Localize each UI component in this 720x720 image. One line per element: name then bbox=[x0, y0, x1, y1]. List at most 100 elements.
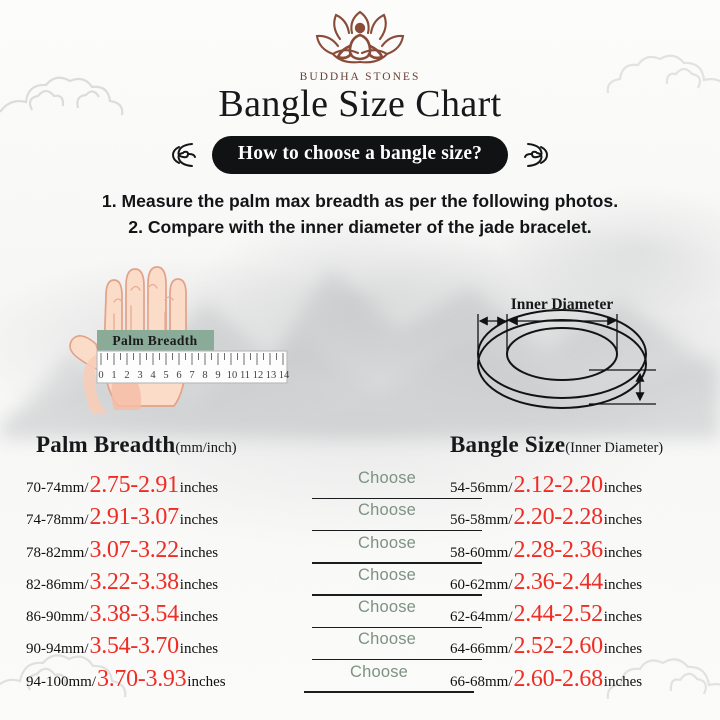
ornamental-flourish-left-icon bbox=[171, 143, 196, 167]
svg-text:13: 13 bbox=[266, 370, 277, 381]
palm-mm: 90-94mm/ bbox=[26, 641, 89, 658]
bangle-unit: inches bbox=[603, 512, 643, 529]
choose-label[interactable]: Choose bbox=[349, 662, 409, 681]
bangle-inch: 2.60-2.68 bbox=[513, 665, 604, 692]
table-row: 94-100mm/3.70-3.93 inches Choose 66-68mm/2.… bbox=[0, 662, 720, 696]
palm-unit: inches bbox=[179, 609, 219, 626]
choose-field[interactable]: Choose bbox=[304, 662, 474, 693]
choose-underline bbox=[312, 497, 482, 499]
bangle-unit: inches bbox=[603, 609, 643, 626]
bangle-mm: 56-58mm/ bbox=[450, 512, 513, 529]
palm-breadth-value: 90-94mm/3.54-3.70 inches bbox=[26, 633, 218, 660]
bangle-size-value: 58-60mm/2.28-2.36 inches bbox=[450, 537, 642, 564]
bangle-inch: 2.52-2.60 bbox=[513, 633, 604, 660]
bangle-mm: 66-68mm/ bbox=[450, 673, 513, 690]
palm-breadth-value: 82-86mm/3.22-3.38 inches bbox=[26, 569, 218, 596]
palm-mm: 78-82mm/ bbox=[26, 544, 89, 561]
svg-text:0: 0 bbox=[98, 370, 103, 381]
choose-underline bbox=[312, 594, 482, 596]
choose-label[interactable]: Choose bbox=[357, 533, 417, 552]
table-row: 90-94mm/3.54-3.70 inches Choose 64-66mm/2.5… bbox=[0, 630, 720, 663]
palm-unit: inches bbox=[179, 512, 219, 529]
palm-unit: inches bbox=[179, 544, 219, 561]
bangle-unit: inches bbox=[603, 480, 643, 496]
svg-text:9: 9 bbox=[215, 370, 220, 381]
subtitle-row: How to choose a bangle size? bbox=[0, 136, 720, 174]
palm-breadth-value: 78-82mm/3.07-3.22 inches bbox=[26, 537, 218, 564]
palm-inch: 3.07-3.22 bbox=[89, 536, 180, 563]
palm-inch: 2.91-3.07 bbox=[89, 504, 180, 531]
palm-breadth-value: 94-100mm/3.70-3.93 inches bbox=[26, 666, 226, 693]
choose-underline bbox=[312, 529, 482, 532]
choose-label[interactable]: Choose bbox=[357, 630, 417, 649]
vertical-dimension-arrow-icon bbox=[589, 369, 656, 405]
hand-illustration: Palm Breadth bbox=[60, 252, 320, 424]
brand-name: BUDDHA STONES bbox=[299, 71, 421, 83]
bangle-size-unit: (Inner Diameter) bbox=[565, 440, 664, 456]
choose-field[interactable]: Choose bbox=[312, 598, 482, 629]
bangle-mm: 60-62mm/ bbox=[450, 576, 513, 593]
table-row: 74-78mm/2.91-3.07 inches Choose 56-58mm/2.2… bbox=[0, 501, 720, 534]
palm-breadth-unit: (mm/inch) bbox=[175, 440, 237, 456]
palm-inch: 3.22-3.38 bbox=[89, 568, 180, 595]
bangle-size-title: Bangle Size bbox=[450, 432, 566, 457]
palm-breadth-value: 74-78mm/2.91-3.07 inches bbox=[26, 504, 218, 531]
instruction-step-1: 1. Measure the palm max breadth as per t… bbox=[101, 191, 619, 211]
palm-mm: 82-86mm/ bbox=[26, 576, 89, 593]
choose-label[interactable]: Choose bbox=[357, 469, 417, 487]
choose-field[interactable]: Choose bbox=[312, 469, 482, 499]
palm-inch: 3.54-3.70 bbox=[89, 633, 180, 660]
choose-label[interactable]: Choose bbox=[357, 598, 417, 617]
bangle-inch: 2.28-2.36 bbox=[513, 536, 604, 563]
bangle-inch: 2.20-2.28 bbox=[513, 504, 604, 531]
table-row: 70-74mm/2.75-2.91 inches Choose 54-56mm/2.1… bbox=[0, 469, 720, 502]
svg-text:6: 6 bbox=[176, 370, 181, 381]
palm-mm: 86-90mm/ bbox=[26, 609, 89, 626]
choose-label[interactable]: Choose bbox=[357, 501, 417, 520]
bangle-unit: inches bbox=[603, 544, 643, 561]
svg-text:2: 2 bbox=[124, 370, 129, 381]
bangle-mm: 64-66mm/ bbox=[450, 641, 513, 658]
bangle-inch: 2.12-2.20 bbox=[513, 472, 604, 498]
dimension-guides bbox=[477, 314, 618, 356]
page-title: Bangle Size Chart bbox=[218, 83, 502, 125]
bangle-torus-icon bbox=[477, 309, 647, 409]
svg-text:Palm Breadth: Palm Breadth bbox=[112, 333, 197, 348]
choose-underline bbox=[312, 562, 482, 564]
choose-field[interactable]: Choose bbox=[312, 630, 482, 661]
choose-label[interactable]: Choose bbox=[357, 565, 417, 584]
choose-field[interactable]: Choose bbox=[312, 533, 482, 564]
palm-mm: 94-100mm/ bbox=[26, 673, 96, 690]
bangle-size-value: 64-66mm/2.52-2.60 inches bbox=[450, 633, 642, 660]
bangle-size-value: 66-68mm/2.60-2.68 inches bbox=[450, 666, 642, 693]
inner-diameter-label: Inner Diameter bbox=[510, 296, 614, 313]
choose-field[interactable]: Choose bbox=[312, 565, 482, 596]
instruction-step-2: 2. Compare with the inner diameter of th… bbox=[128, 217, 592, 237]
svg-text:8: 8 bbox=[202, 370, 207, 381]
svg-text:4: 4 bbox=[150, 370, 156, 381]
palm-unit: inches bbox=[179, 641, 219, 658]
choose-underline bbox=[304, 691, 474, 693]
size-table: 70-74mm/2.75-2.91 inches Choose 54-56mm/2.1… bbox=[0, 469, 720, 696]
bangle-inch: 2.36-2.44 bbox=[513, 568, 604, 595]
bangle-mm: 62-64mm/ bbox=[450, 609, 513, 626]
svg-text:14: 14 bbox=[279, 370, 290, 381]
svg-text:12: 12 bbox=[253, 370, 264, 381]
choose-underline bbox=[312, 658, 482, 661]
lotus-meditation-figure-icon bbox=[315, 10, 405, 64]
choose-field[interactable]: Choose bbox=[312, 501, 482, 532]
bangle-unit: inches bbox=[603, 641, 643, 658]
palm-unit: inches bbox=[179, 480, 219, 496]
bangle-size-value: 60-62mm/2.36-2.44 inches bbox=[450, 569, 642, 596]
palm-breadth-value: 70-74mm/2.75-2.91 inches bbox=[26, 472, 218, 499]
palm-breadth-title: Palm Breadth bbox=[36, 432, 176, 457]
svg-text:1: 1 bbox=[111, 370, 116, 381]
palm-unit: inches bbox=[179, 576, 219, 593]
svg-text:7: 7 bbox=[189, 370, 194, 381]
svg-text:11: 11 bbox=[240, 370, 250, 381]
palm-unit: inches bbox=[187, 673, 226, 690]
svg-text:10: 10 bbox=[227, 370, 238, 381]
choose-underline bbox=[312, 626, 482, 629]
bangle-size-value: 56-58mm/2.20-2.28 inches bbox=[450, 504, 642, 531]
